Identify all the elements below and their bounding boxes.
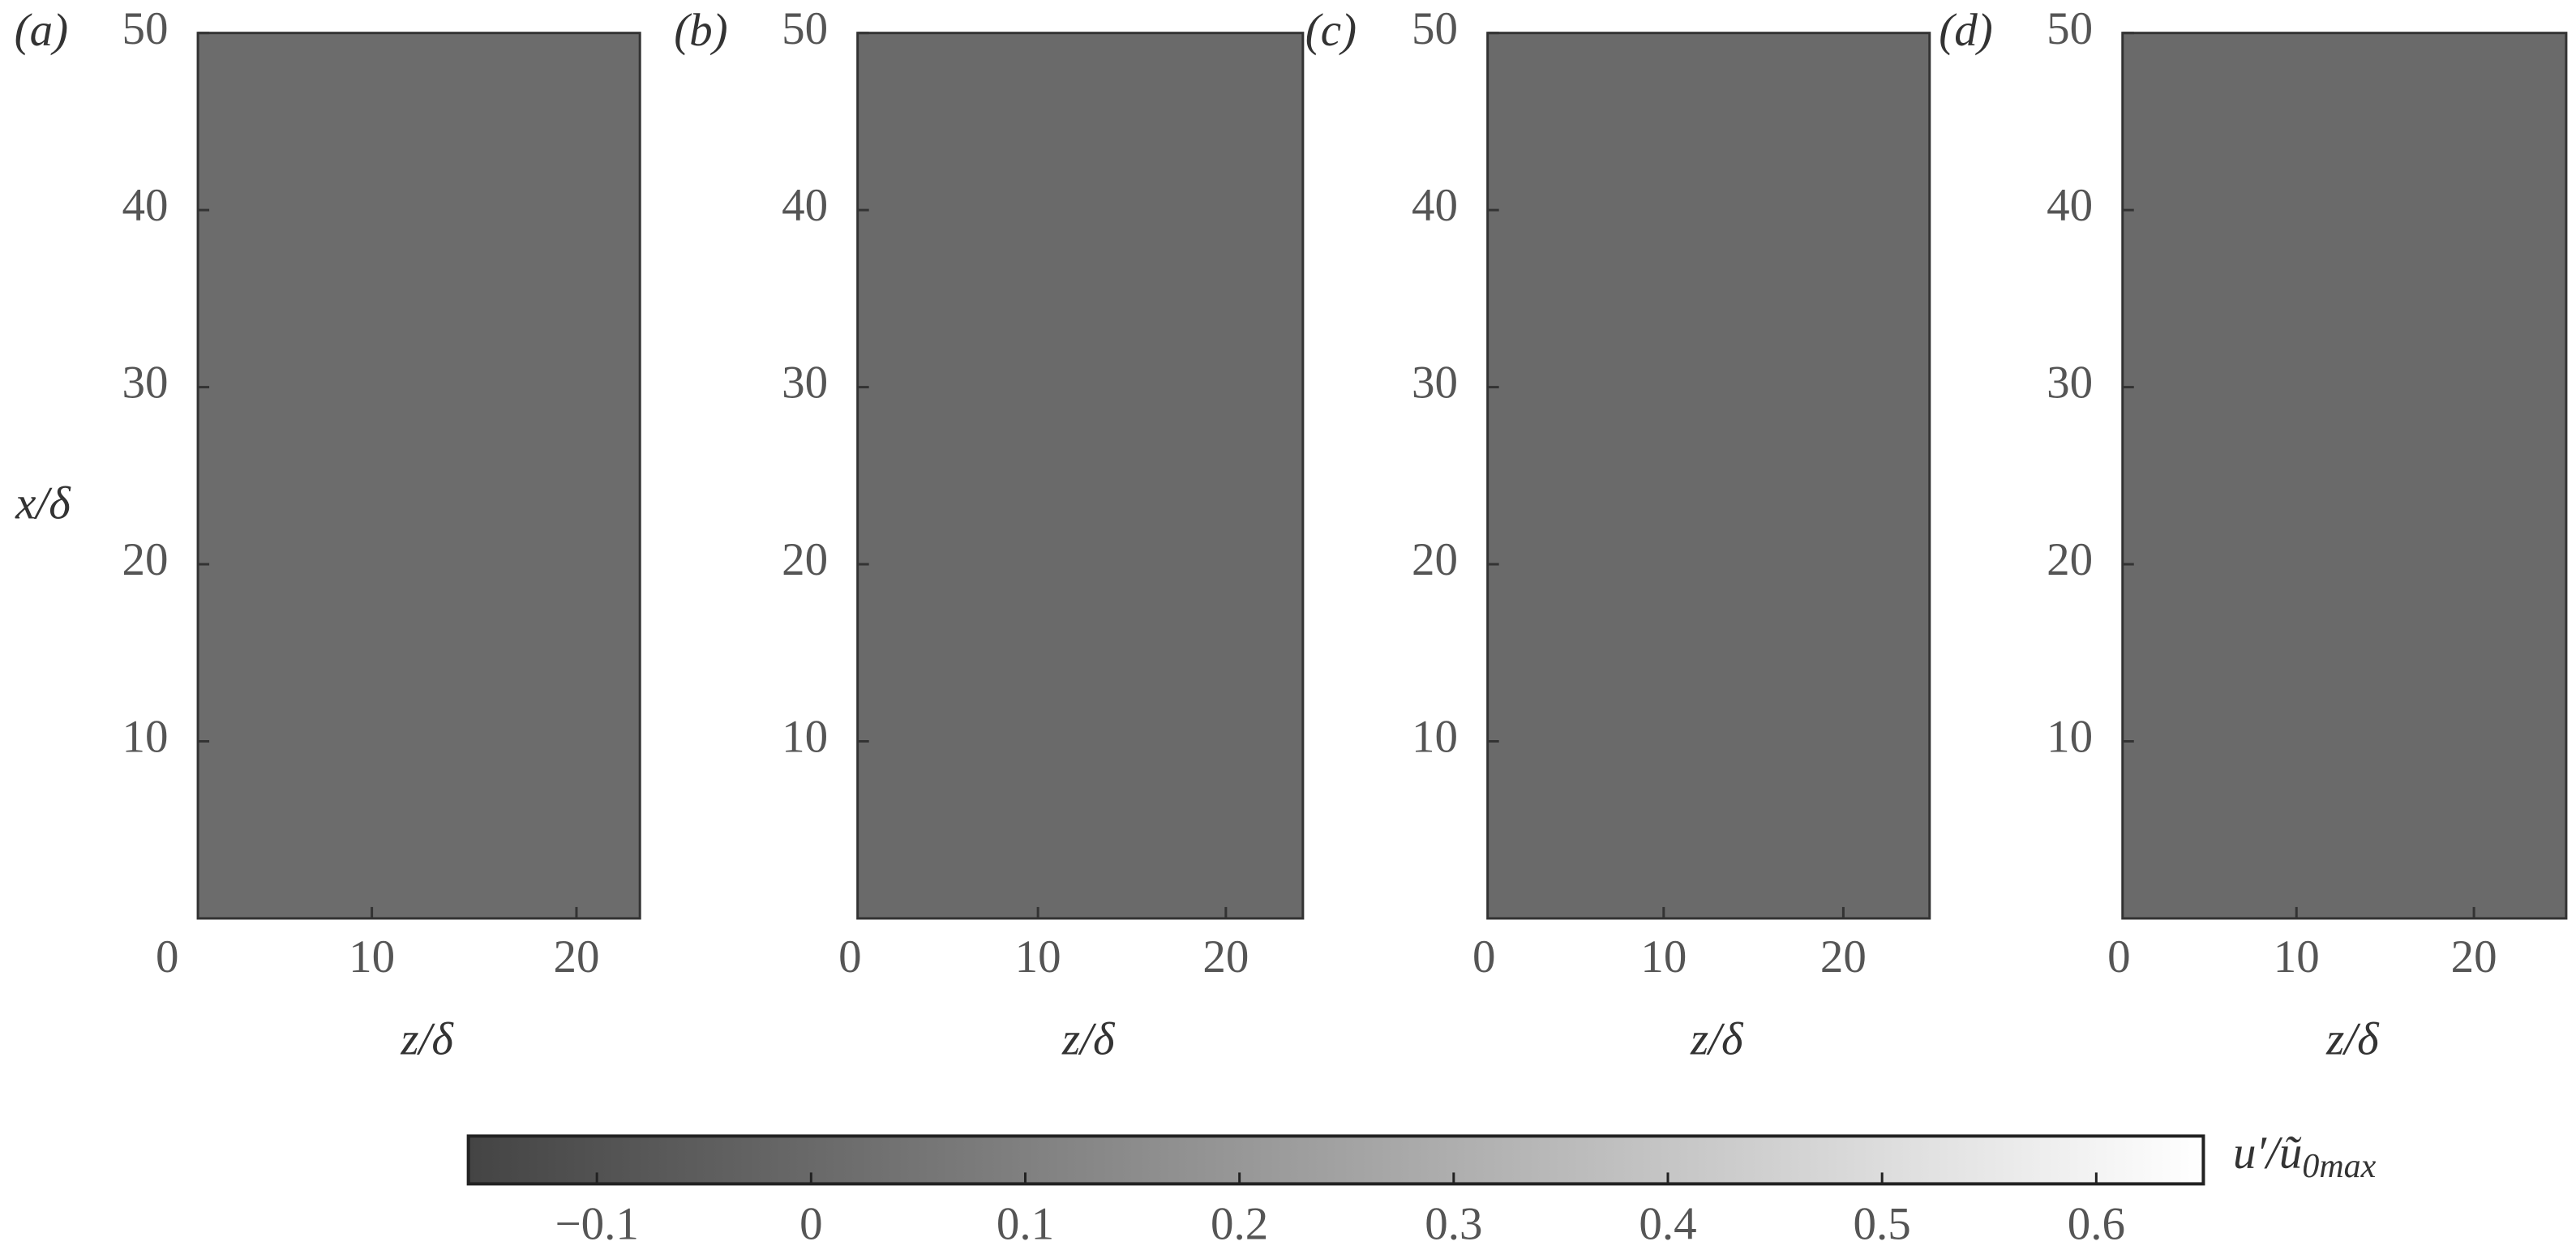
heatmap-field	[856, 32, 1305, 920]
y-tick-label: 20	[1412, 534, 1458, 585]
y-tick-label: 10	[1412, 712, 1458, 763]
x-axis-label: z/δ	[2325, 1014, 2380, 1065]
colorbar	[466, 1134, 2205, 1186]
panel-label: (c)	[1305, 5, 1357, 56]
y-axis-label: x/δ	[15, 478, 71, 529]
y-tick-label: 30	[782, 357, 828, 409]
colorbar-label-main: u′/ũ	[2233, 1128, 2302, 1179]
y-tick-label: 40	[122, 180, 168, 231]
y-tick-label: 20	[2047, 534, 2093, 585]
panel-label: (d)	[1939, 5, 1992, 56]
colorbar-tick-label: 0.3	[1425, 1198, 1482, 1249]
colorbar-tick-label: 0.2	[1211, 1198, 1268, 1249]
colorbar-tick-label: 0.4	[1639, 1198, 1696, 1249]
y-tick-label: 50	[782, 3, 828, 54]
colorbar-tick-label: 0	[799, 1198, 823, 1249]
y-tick-label: 20	[782, 534, 828, 585]
y-tick-label: 30	[122, 357, 168, 409]
x-tick-label: 10	[2274, 931, 2320, 982]
y-tick-label: 50	[1412, 3, 1458, 54]
colorbar-tick-label: −0.1	[555, 1198, 638, 1249]
x-tick-label: 20	[1820, 931, 1867, 982]
y-tick-label: 30	[1412, 357, 1458, 409]
x-tick-label: 10	[1015, 931, 1061, 982]
x-axis-label: z/δ	[400, 1014, 454, 1065]
y-tick-label: 40	[1412, 180, 1458, 231]
y-tick-label: 50	[2047, 3, 2093, 54]
y-tick-label: 10	[2047, 712, 2093, 763]
y-tick-label: 40	[782, 180, 828, 231]
colorbar-label-subscript: 0max	[2302, 1148, 2376, 1185]
x-tick-label: 20	[1202, 931, 1249, 982]
panel-label: (b)	[674, 5, 727, 56]
x-tick-label: 20	[2451, 931, 2497, 982]
x-axis-label: z/δ	[1061, 1014, 1116, 1065]
x-axis-label: z/δ	[1690, 1014, 1744, 1065]
heatmap-field	[2121, 32, 2568, 920]
y-tick-label: 30	[2047, 357, 2093, 409]
y-tick-label: 10	[782, 712, 828, 763]
x-tick-label: 20	[553, 931, 599, 982]
panel-label: (a)	[15, 5, 68, 56]
x-tick-label: 0	[2107, 931, 2131, 982]
y-tick-label: 40	[2047, 180, 2093, 231]
colorbar-label: u′/ũ0max	[2233, 1128, 2377, 1185]
x-tick-label: 10	[1640, 931, 1687, 982]
heatmap-field	[1486, 32, 1931, 920]
x-tick-label: 10	[349, 931, 395, 982]
y-tick-label: 20	[122, 534, 168, 585]
x-tick-label: 0	[1472, 931, 1496, 982]
colorbar-tick-label: 0.6	[2068, 1198, 2125, 1249]
colorbar-tick-label: 0.5	[1854, 1198, 1911, 1249]
y-tick-label: 50	[122, 3, 168, 54]
heatmap-field	[196, 32, 641, 920]
colorbar-tick-label: 0.1	[997, 1198, 1054, 1249]
x-tick-label: 0	[838, 931, 862, 982]
x-tick-label: 0	[156, 931, 179, 982]
y-tick-label: 10	[122, 712, 168, 763]
